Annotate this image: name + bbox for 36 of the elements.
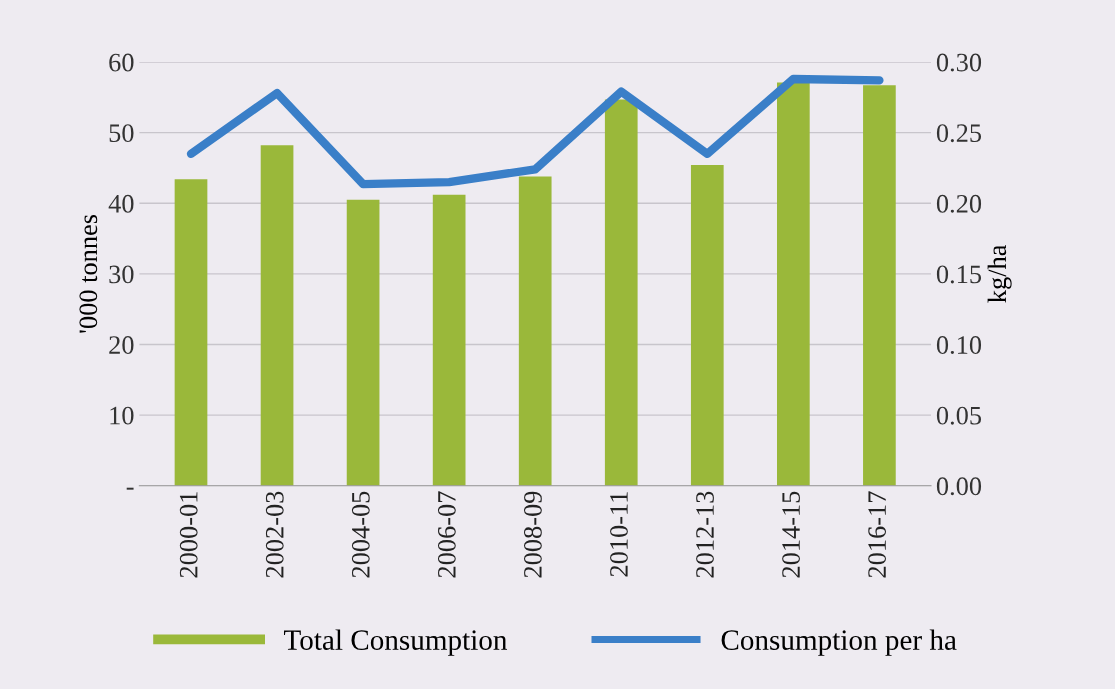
- y2-tick-label: 0.10: [936, 336, 982, 355]
- x-tick-label: 2004-05: [351, 491, 370, 578]
- bar: [260, 145, 294, 486]
- y2-tick-label: 0.20: [936, 194, 982, 213]
- bar: [777, 82, 810, 486]
- legend-label: Total Consumption: [284, 629, 508, 656]
- bar: [174, 179, 208, 486]
- y-tick-label: -: [126, 487, 134, 490]
- y-tick-label: 30: [109, 265, 134, 284]
- y-tick-label: 10: [110, 406, 134, 425]
- y2-tick-label: 0.00: [936, 477, 982, 496]
- x-tick-label: 2012-13: [696, 491, 714, 578]
- bar: [518, 176, 552, 486]
- y2-tick-label: 0.15: [936, 265, 982, 284]
- bar: [690, 165, 724, 486]
- bar: [863, 85, 896, 486]
- bar: [346, 199, 380, 486]
- x-tick-label: 2000-01: [179, 492, 198, 578]
- x-tick-label: 2006-07: [437, 491, 456, 578]
- y2-tick-label: 0.05: [936, 406, 982, 425]
- y-tick-label: 40: [108, 194, 134, 213]
- y2-tick-label: 0.30: [936, 53, 982, 72]
- x-tick-label: 2014-15: [782, 491, 800, 578]
- x-tick-label: 2002-03: [265, 491, 284, 578]
- x-tick-label: 2010-11: [610, 492, 628, 577]
- bar: [432, 194, 466, 486]
- y-tick-label: 20: [109, 336, 134, 354]
- y2-axis-title: kg/ha: [987, 244, 1012, 303]
- y2-tick-label: 0.25: [936, 124, 982, 143]
- bar: [604, 99, 638, 486]
- y-axis-title: '000 tonnes: [79, 214, 98, 333]
- x-tick-label: 2008-09: [524, 491, 542, 578]
- x-tick-label: 2016-17: [868, 491, 886, 578]
- legend-label: Consumption per ha: [721, 629, 957, 656]
- y-tick-label: 50: [109, 124, 134, 143]
- y-tick-label: 60: [109, 53, 134, 72]
